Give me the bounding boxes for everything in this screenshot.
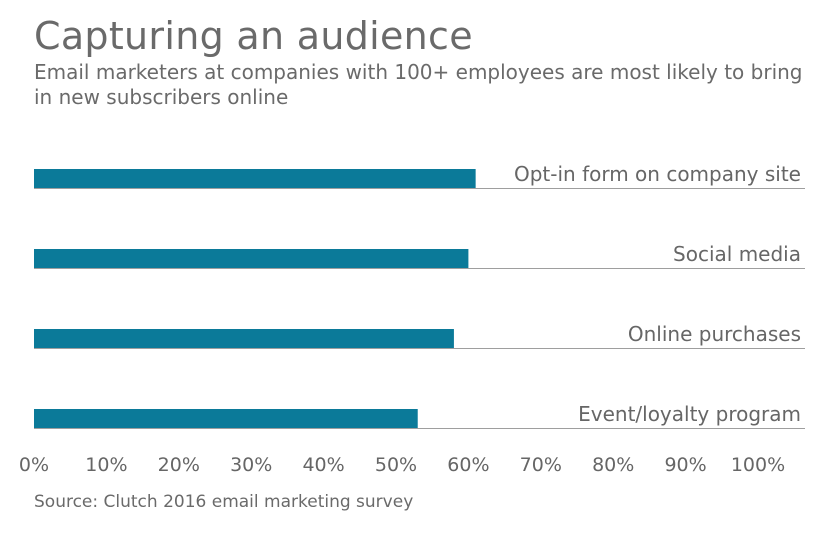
chart-subtitle: Email marketers at companies with 100+ e… bbox=[34, 60, 803, 109]
x-tick-label: 90% bbox=[664, 454, 706, 476]
category-label-2: Social media bbox=[673, 242, 801, 266]
x-tick-label: 80% bbox=[592, 454, 634, 476]
category-label-1: Opt-in form on company site bbox=[514, 162, 801, 186]
x-tick-label: 40% bbox=[302, 454, 344, 476]
x-tick-label: 0% bbox=[19, 454, 49, 476]
x-tick-label: 10% bbox=[85, 454, 127, 476]
bar-3 bbox=[34, 329, 454, 348]
category-label-3: Online purchases bbox=[628, 322, 801, 346]
x-tick-label: 100% bbox=[731, 454, 785, 476]
chart-title: Capturing an audience bbox=[34, 14, 473, 58]
x-tick-label: 30% bbox=[230, 454, 272, 476]
bar-2 bbox=[34, 249, 469, 268]
x-tick-label: 60% bbox=[447, 454, 489, 476]
source-note: Source: Clutch 2016 email marketing surv… bbox=[34, 492, 414, 512]
x-tick-label: 20% bbox=[158, 454, 200, 476]
x-tick-label: 70% bbox=[520, 454, 562, 476]
category-label-4: Event/loyalty program bbox=[578, 402, 801, 426]
bar-1 bbox=[34, 169, 476, 188]
bar-4 bbox=[34, 409, 418, 428]
x-tick-label: 50% bbox=[375, 454, 417, 476]
